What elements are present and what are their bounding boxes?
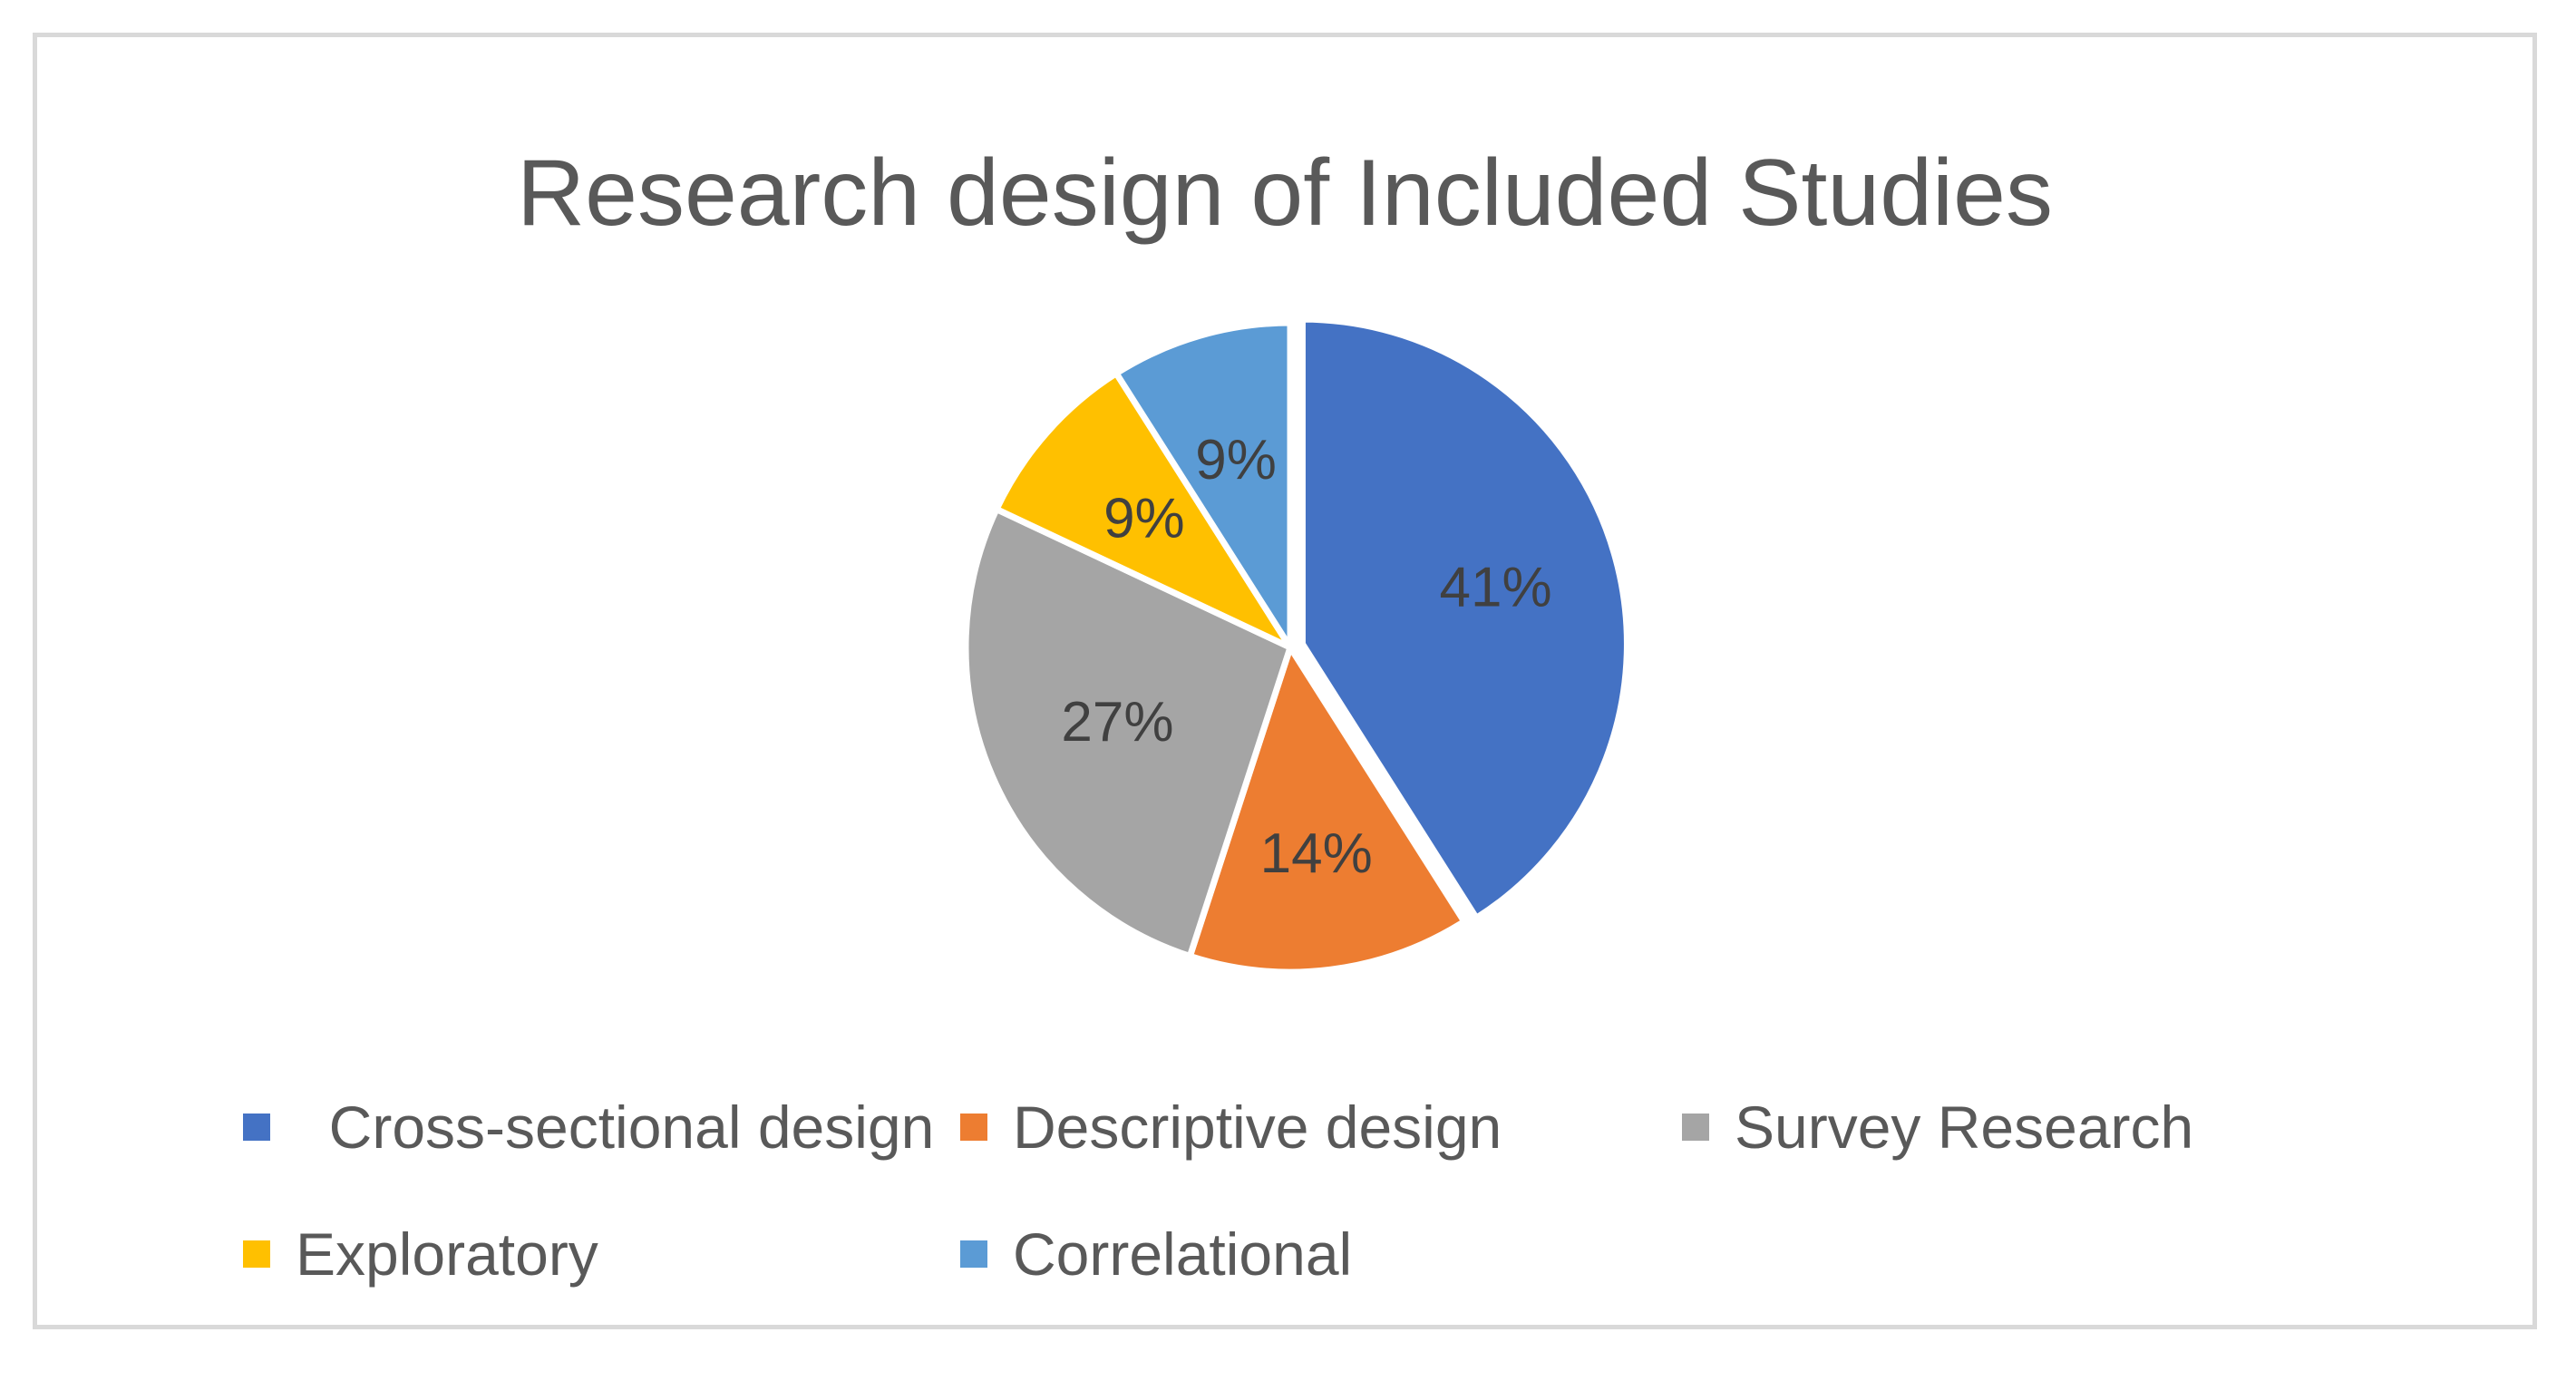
legend-swatch-survey — [1682, 1114, 1709, 1141]
pie-slice-descriptive — [1186, 644, 1468, 976]
legend-item-descriptive: Descriptive design — [960, 1091, 1502, 1163]
pie-slice-exploratory — [993, 370, 1294, 651]
data-label-survey: 27% — [1061, 691, 1173, 754]
data-label-descriptive: 14% — [1260, 822, 1373, 885]
legend-swatch-correlational — [960, 1240, 987, 1268]
legend-item-correlational: Correlational — [960, 1218, 1352, 1290]
legend-label-correlational: Correlational — [1013, 1221, 1353, 1288]
chart-title: Research design of Included Studies — [517, 141, 2053, 246]
legend-item-exploratory: Exploratory — [243, 1218, 598, 1290]
legend-label-cross-sectional: Cross-sectional design — [296, 1094, 935, 1161]
legend-swatch-cross-sectional — [243, 1114, 270, 1141]
pie-slice-cross-sectional — [1298, 316, 1630, 921]
chart-frame: Research design of Included Studies Cros… — [33, 33, 2537, 1329]
pie-slice-survey — [962, 506, 1294, 959]
pie-slice-correlational — [1113, 319, 1294, 651]
legend-label-exploratory: Exploratory — [296, 1221, 598, 1288]
legend-swatch-exploratory — [243, 1240, 270, 1268]
data-label-cross-sectional: 41% — [1440, 557, 1552, 619]
legend-label-survey: Survey Research — [1735, 1094, 2194, 1161]
data-label-correlational: 9% — [1195, 429, 1277, 491]
legend-label-descriptive: Descriptive design — [1013, 1094, 1502, 1161]
legend-swatch-descriptive — [960, 1114, 987, 1141]
data-label-exploratory: 9% — [1103, 487, 1185, 549]
legend-item-cross-sectional: Cross-sectional design — [243, 1091, 934, 1163]
legend-item-survey: Survey Research — [1682, 1091, 2193, 1163]
